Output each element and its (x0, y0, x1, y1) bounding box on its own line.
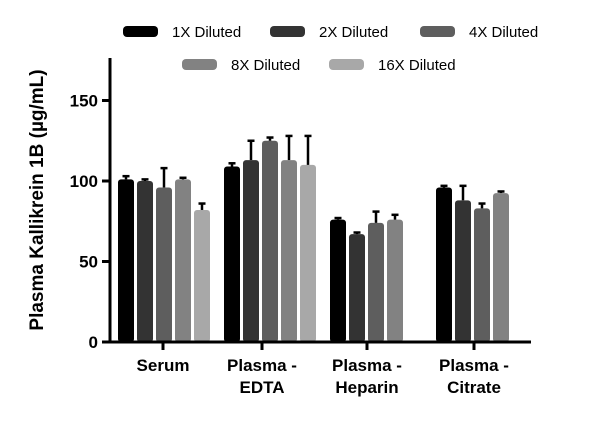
x-category-label: Citrate (447, 378, 501, 397)
bar (175, 179, 191, 342)
bar (224, 166, 240, 342)
bar (493, 193, 509, 342)
legend-label: 16X Diluted (378, 57, 456, 74)
bar (118, 179, 134, 342)
x-category-label: Plasma - (332, 356, 402, 375)
bar (474, 208, 490, 342)
y-tick-label: 50 (79, 253, 98, 272)
legend-label: 4X Diluted (469, 24, 538, 41)
bar (330, 219, 346, 342)
y-tick-label: 150 (70, 92, 98, 111)
bar (455, 200, 471, 342)
bar (368, 222, 384, 342)
legend-swatch (329, 59, 364, 70)
y-tick-label: 0 (89, 333, 98, 352)
bar (387, 219, 403, 342)
x-category-label: Plasma - (227, 356, 297, 375)
axes (108, 58, 531, 344)
y-ticks: 0 50 100 150 (70, 92, 110, 352)
legend-label: 2X Diluted (319, 24, 388, 41)
x-categories: Serum Plasma - EDTA Plasma - Heparin Plasma -… (137, 342, 509, 397)
legend-label: 1X Diluted (172, 24, 241, 41)
legend-swatch (420, 26, 455, 37)
legend-swatch (182, 59, 217, 70)
bar (156, 187, 172, 342)
legend-swatch (123, 26, 158, 37)
y-tick-label: 100 (70, 172, 98, 191)
x-category-label: Plasma - (439, 356, 509, 375)
bar (281, 160, 297, 342)
bar (262, 140, 278, 342)
bar (137, 181, 153, 342)
x-category-label: EDTA (239, 378, 284, 397)
bar (349, 234, 365, 342)
legend: 1X Diluted 2X Diluted 4X Diluted 8X Diluted… (123, 24, 538, 74)
bar (300, 164, 316, 342)
x-category-label: Heparin (335, 378, 398, 397)
bars (118, 134, 509, 342)
legend-label: 8X Diluted (231, 57, 300, 74)
bar (194, 209, 210, 342)
bar (436, 187, 452, 342)
bar (243, 160, 259, 342)
legend-swatch (270, 26, 305, 37)
y-axis-label: Plasma Kallikrein 1B (µg/mL) (27, 69, 48, 330)
x-category-label: Serum (137, 356, 190, 375)
